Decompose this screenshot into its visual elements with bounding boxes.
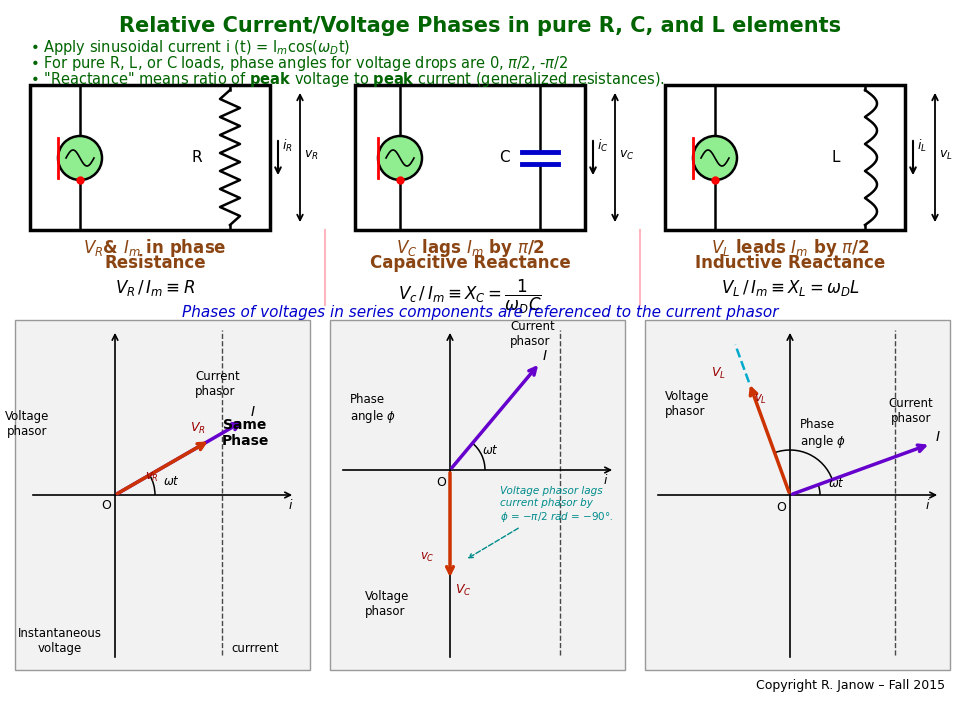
Text: Current
phasor: Current phasor (195, 370, 240, 398)
Text: C: C (499, 150, 510, 166)
Bar (30, 85, 270, 230)
Text: $V_R\,/\,I_m\equiv R$: $V_R\,/\,I_m\equiv R$ (115, 278, 195, 298)
Text: $\omega t$: $\omega t$ (482, 444, 499, 457)
Text: • "Reactance" means ratio of $\bf{peak}$ voltage to $\bf{peak}$ current (general: • "Reactance" means ratio of $\bf{peak}$… (30, 70, 665, 89)
Text: $V_C$ lags $I_m$ by $\pi$/2: $V_C$ lags $I_m$ by $\pi$/2 (396, 237, 544, 259)
Text: currrent: currrent (231, 642, 278, 655)
Text: Capacitive Reactance: Capacitive Reactance (370, 254, 570, 272)
Bar (15, 320, 310, 670)
Text: $i$: $i$ (925, 498, 930, 512)
Text: $i_C$: $i_C$ (597, 138, 609, 154)
Bar (645, 320, 950, 670)
Text: • For pure R, L, or C loads, phase angles for voltage drops are 0, $\pi$/2, -$\p: • For pure R, L, or C loads, phase angle… (30, 54, 568, 73)
Text: $\omega t$: $\omega t$ (163, 475, 180, 488)
Text: • Apply sinusoidal current i (t) = I$_m$cos($\omega_D$t): • Apply sinusoidal current i (t) = I$_m$… (30, 38, 350, 57)
Text: $V_C$: $V_C$ (455, 583, 471, 598)
Text: $i$: $i$ (288, 498, 294, 512)
Text: $v_L$: $v_L$ (939, 149, 952, 162)
Text: Relative Current/Voltage Phases in pure R, C, and L elements: Relative Current/Voltage Phases in pure … (119, 16, 841, 36)
Text: Copyright R. Janow – Fall 2015: Copyright R. Janow – Fall 2015 (756, 679, 945, 692)
Bar (665, 85, 905, 230)
Circle shape (378, 136, 422, 180)
Text: Voltage
phasor: Voltage phasor (365, 590, 409, 618)
Text: Resistance: Resistance (105, 254, 205, 272)
Text: O: O (436, 476, 445, 489)
Text: Inductive Reactance: Inductive Reactance (695, 254, 885, 272)
Text: I: I (251, 405, 255, 419)
Text: $v_C$: $v_C$ (420, 551, 435, 564)
Text: $i_R$: $i_R$ (282, 138, 293, 154)
Text: O: O (776, 501, 786, 514)
Text: R: R (191, 150, 202, 166)
Text: Voltage phasor lags
current phasor by
$\phi$ = $-\pi/2$ rad = $-90°$.: Voltage phasor lags current phasor by $\… (468, 487, 613, 558)
Text: $V_R$& $I_m$ in phase: $V_R$& $I_m$ in phase (84, 237, 227, 259)
Text: $V_L$ leads $I_m$ by $\pi$/2: $V_L$ leads $I_m$ by $\pi$/2 (710, 237, 869, 259)
Text: Voltage
phasor: Voltage phasor (665, 390, 709, 418)
Text: Voltage
phasor: Voltage phasor (5, 410, 49, 438)
Text: $v_L$: $v_L$ (754, 393, 767, 406)
Text: I: I (543, 348, 547, 363)
Text: I: I (936, 430, 940, 444)
Text: $V_L\,/\,I_m\equiv X_L = \omega_D L$: $V_L\,/\,I_m\equiv X_L = \omega_D L$ (721, 278, 859, 298)
Text: $i_L$: $i_L$ (917, 138, 926, 154)
Text: Phase
angle $\phi$: Phase angle $\phi$ (800, 418, 846, 450)
Bar (355, 85, 585, 230)
Text: $v_C$: $v_C$ (619, 149, 635, 162)
Text: $V_L$: $V_L$ (711, 366, 726, 382)
Text: Phase
angle $\phi$: Phase angle $\phi$ (350, 392, 396, 425)
Text: $V_R$: $V_R$ (190, 421, 206, 436)
Text: Phases of voltages in series components are referenced to the current phasor: Phases of voltages in series components … (181, 305, 779, 320)
Text: Same
Phase: Same Phase (222, 418, 269, 448)
Text: Current
phasor: Current phasor (510, 320, 555, 348)
Circle shape (693, 136, 737, 180)
Circle shape (58, 136, 102, 180)
Text: $i$: $i$ (603, 473, 609, 487)
Text: $V_c\,/\,I_m\equiv X_C = \dfrac{1}{\omega_D C}$: $V_c\,/\,I_m\equiv X_C = \dfrac{1}{\omeg… (398, 278, 541, 316)
Bar (330, 320, 625, 670)
Text: O: O (101, 499, 110, 512)
Text: $v_R$: $v_R$ (145, 470, 158, 484)
Text: $v_R$: $v_R$ (304, 149, 319, 162)
Text: L: L (831, 150, 840, 166)
Text: Instantaneous
voltage: Instantaneous voltage (18, 627, 102, 655)
Text: $\omega t$: $\omega t$ (828, 477, 845, 490)
Text: Current
phasor: Current phasor (889, 397, 933, 425)
